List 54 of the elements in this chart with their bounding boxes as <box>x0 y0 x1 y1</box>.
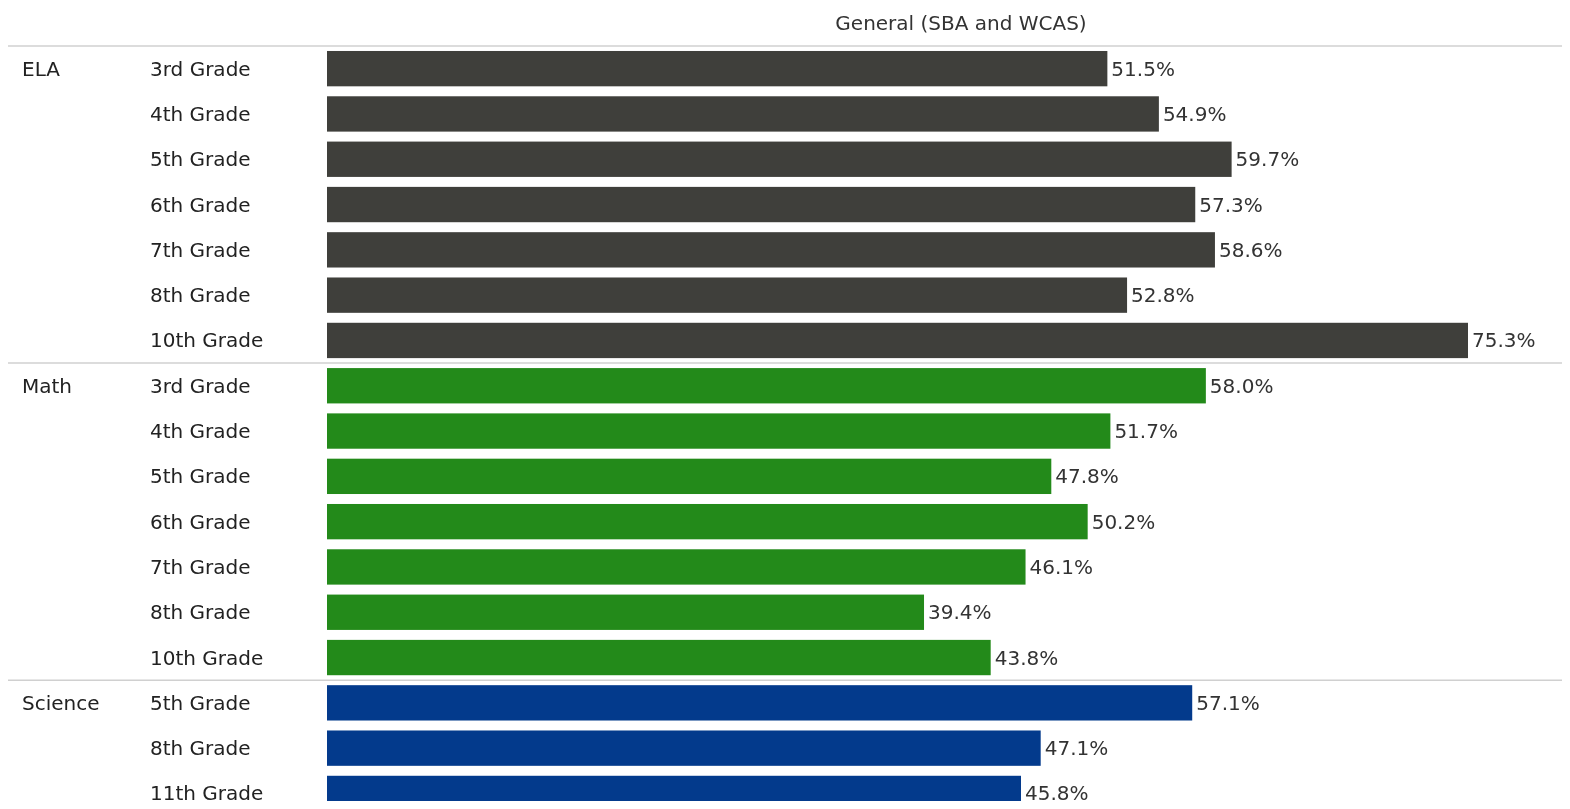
y-tick-label: 6th Grade <box>150 509 251 534</box>
y-tick-label: 7th Grade <box>150 237 251 262</box>
bar <box>327 730 1041 766</box>
bar <box>327 232 1215 268</box>
data-label: 46.1% <box>1029 554 1094 579</box>
y-tick-label: 5th Grade <box>150 690 251 715</box>
data-label: 39.4% <box>928 600 992 625</box>
bar <box>327 322 1468 359</box>
data-label: 51.7% <box>1114 419 1178 444</box>
data-label: 47.8% <box>1055 464 1119 489</box>
bar <box>327 50 1108 87</box>
bar <box>327 277 1128 313</box>
text: Science <box>22 690 100 715</box>
bar <box>327 503 1088 540</box>
y-tick-label: 4th Grade <box>150 419 251 444</box>
data-label: 57.1% <box>1196 690 1260 715</box>
data-label: 43.8% <box>994 645 1059 670</box>
bar <box>327 186 1196 223</box>
y-tick-label: 10th Grade <box>150 645 264 670</box>
y-tick-label: 8th Grade <box>150 600 251 625</box>
bar <box>327 549 1026 585</box>
data-label: 75.3% <box>1472 328 1536 353</box>
y-tick-label: 3rd Grade <box>150 373 251 398</box>
bar <box>327 594 925 630</box>
y-tick-label: 5th Grade <box>150 464 251 489</box>
bar <box>327 368 1206 404</box>
y-tick-label: 10th Grade <box>150 328 264 353</box>
data-label: 54.9% <box>1162 101 1227 126</box>
bar <box>327 413 1111 449</box>
data-label: 50.2% <box>1091 509 1156 534</box>
data-label: 47.1% <box>1044 736 1109 761</box>
y-tick-label: 6th Grade <box>150 192 251 217</box>
bar <box>327 141 1232 177</box>
data-label: 57.3% <box>1199 192 1263 217</box>
data-label: 52.8% <box>1131 283 1195 308</box>
text: ELA <box>22 56 61 81</box>
data-label: 59.7% <box>1235 147 1300 172</box>
bar <box>327 685 1193 721</box>
data-label: 45.8% <box>1024 781 1089 806</box>
chart-title: General (SBA and WCAS) <box>835 11 1087 35</box>
data-label: 51.5% <box>1111 56 1175 81</box>
y-tick-label: 8th Grade <box>150 736 251 761</box>
y-tick-label: 11th Grade <box>150 781 264 806</box>
bar <box>327 458 1052 495</box>
y-tick-label: 8th Grade <box>150 283 251 308</box>
bar <box>327 639 991 676</box>
data-label: 58.0% <box>1209 373 1274 398</box>
y-tick-label: 5th Grade <box>150 147 251 172</box>
y-tick-label: 3rd Grade <box>150 56 251 81</box>
y-tick-label: 7th Grade <box>150 554 251 579</box>
bar <box>327 96 1159 132</box>
text: Math <box>22 373 73 398</box>
data-label: 58.6% <box>1218 237 1283 262</box>
y-tick-label: 4th Grade <box>150 101 251 126</box>
